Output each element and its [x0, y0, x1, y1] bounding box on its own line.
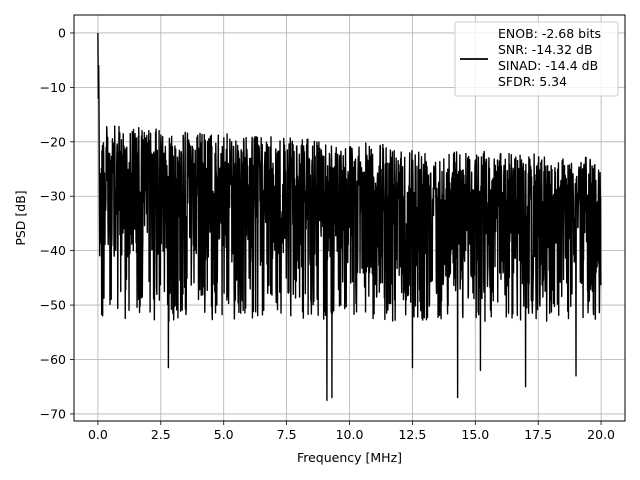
y-axis-label: PSD [dB] [13, 190, 28, 245]
legend-text-sfdr: SFDR: 5.34 [498, 74, 567, 89]
x-axis-ticks: 0.0 2.5 5.0 7.5 10.0 12.5 15.0 17.5 20.0 [88, 421, 615, 442]
x-tick-label: 5.0 [214, 427, 234, 442]
x-tick-label: 17.5 [524, 427, 552, 442]
y-tick-label: −30 [40, 189, 66, 204]
psd-series-line [97, 32, 602, 402]
x-tick-label: 0.0 [88, 427, 108, 442]
y-tick-label: −20 [40, 134, 66, 149]
legend-text-sinad: SINAD: -14.4 dB [498, 58, 598, 73]
x-tick-label: 12.5 [398, 427, 426, 442]
x-tick-label: 15.0 [461, 427, 489, 442]
y-tick-label: −60 [40, 352, 66, 367]
y-tick-label: −50 [40, 298, 66, 313]
legend-box [454, 21, 619, 97]
y-tick-label: 0 [58, 25, 66, 40]
y-tick-label: −70 [40, 406, 66, 421]
plot-area [97, 32, 602, 402]
y-tick-label: −10 [40, 80, 66, 95]
x-tick-label: 20.0 [587, 427, 615, 442]
x-tick-label: 7.5 [277, 427, 297, 442]
x-axis-label: Frequency [MHz] [297, 450, 402, 465]
legend-text-snr: SNR: -14.32 dB [498, 42, 593, 57]
legend: ENOB: -2.68 bits SNR: -14.32 dB SINAD: -… [454, 21, 619, 97]
y-tick-label: −40 [40, 243, 66, 258]
legend-text-enob: ENOB: -2.68 bits [498, 26, 601, 41]
y-axis-ticks: 0 −10 −20 −30 −40 −50 −60 −70 [40, 25, 74, 421]
x-tick-label: 10.0 [336, 427, 364, 442]
x-tick-label: 2.5 [151, 427, 171, 442]
